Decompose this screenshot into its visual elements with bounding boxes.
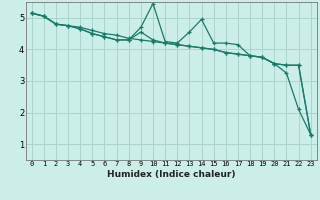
X-axis label: Humidex (Indice chaleur): Humidex (Indice chaleur) (107, 170, 236, 179)
